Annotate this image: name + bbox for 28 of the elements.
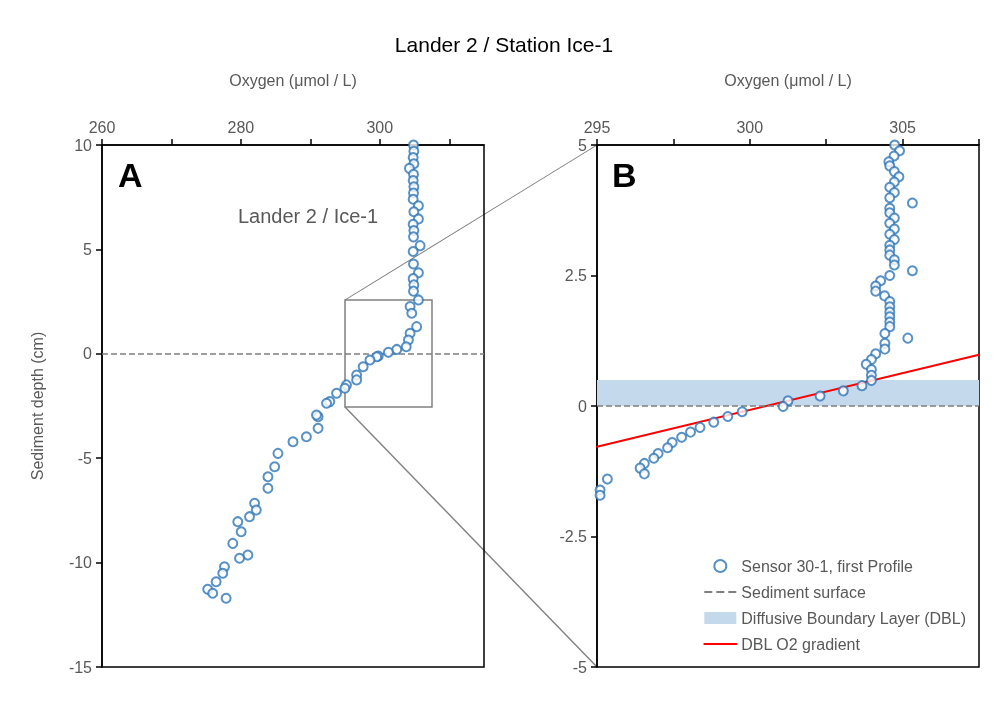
annotation: B (612, 156, 637, 194)
x-tick-label: 280 (227, 118, 255, 136)
y-tick-label: 2.5 (564, 267, 588, 284)
y-tick-label: 5 (578, 136, 588, 154)
y-tick-label: -10 (68, 554, 93, 572)
y-tick-label: 0 (83, 345, 93, 363)
annotation: A (118, 156, 143, 194)
x-tick-label: 305 (889, 118, 917, 136)
chart-title: Lander 2 / Station Ice-1 (393, 33, 615, 57)
annotation: Lander 2 / Ice-1 (238, 205, 379, 227)
x-tick-label: 300 (736, 118, 764, 136)
legend-label: Sensor 30-1, first Profile (741, 557, 914, 575)
legend-label: Sediment surface (741, 583, 866, 601)
y-tick-label: 10 (74, 136, 93, 154)
x-tick-label: 295 (583, 118, 611, 136)
y-tick-label: -2.5 (559, 528, 588, 545)
x-axis-title: Oxygen (μmol / L) (229, 71, 357, 89)
y-axis-title: Sediment depth (cm) (28, 331, 46, 481)
x-axis-title: Oxygen (μmol / L) (724, 71, 852, 89)
legend-label: Diffusive Boundary Layer (DBL) (741, 609, 967, 627)
y-tick-label: 5 (83, 240, 93, 258)
x-tick-label: 300 (366, 118, 394, 136)
y-tick-label: -5 (572, 658, 588, 676)
y-tick-label: -15 (68, 658, 93, 676)
x-tick-label: 260 (88, 118, 116, 136)
y-tick-label: 0 (578, 397, 588, 415)
legend-label: DBL O2 gradient (741, 635, 861, 653)
y-tick-label: -5 (77, 449, 93, 467)
